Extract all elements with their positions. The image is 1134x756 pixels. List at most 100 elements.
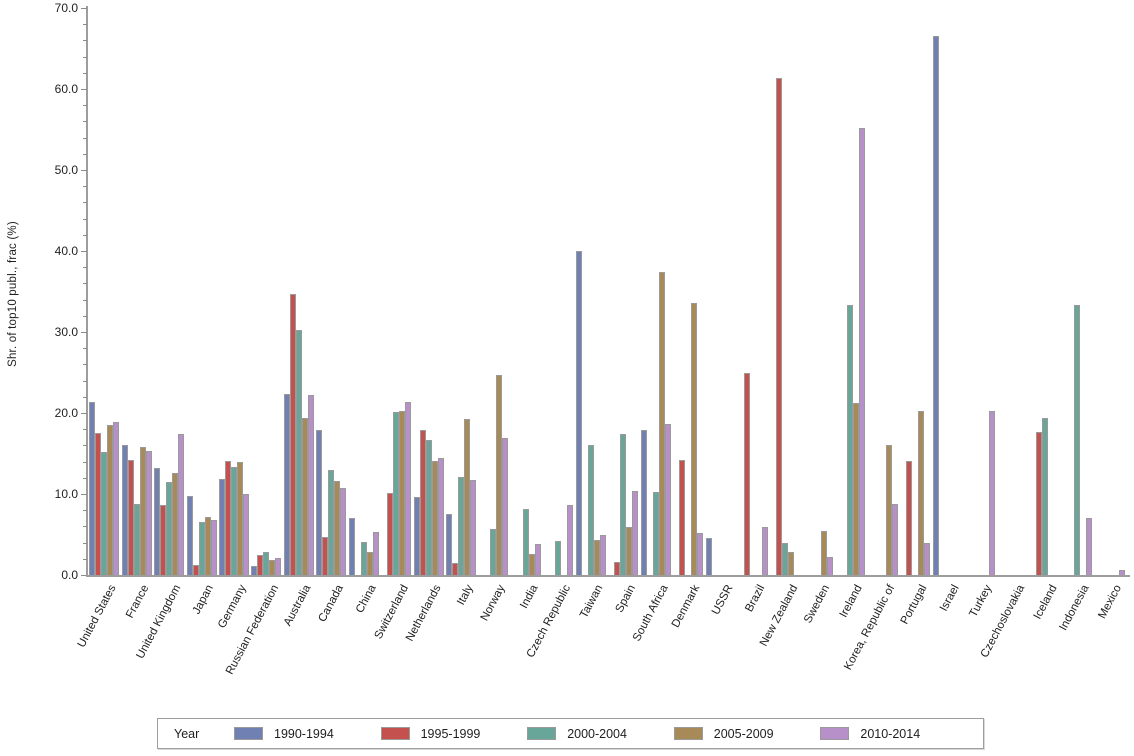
x-tick-label: Norway	[479, 583, 509, 624]
y-minor-tick	[83, 202, 87, 204]
bar-taiwan-1990-1994	[575, 251, 582, 575]
x-tick-label: Switzerland	[372, 583, 411, 642]
x-tick-label: Italy	[455, 583, 476, 608]
x-tick-label: Iceland	[1031, 583, 1060, 622]
x-tick-label: Japan	[190, 583, 217, 617]
legend-entry-2005-2009: 2005-2009	[673, 727, 821, 741]
y-minor-tick	[83, 153, 87, 155]
bar-south-africa-2005-2009	[658, 272, 665, 575]
bar-norway-2000-2004	[490, 528, 497, 575]
bar-australia-1995-1999	[289, 293, 296, 575]
y-major-tick	[81, 8, 87, 9]
y-axis-title: Shr. of top10 publ., frac (%)	[7, 221, 19, 367]
bar-czech-republic-2000-2004	[555, 540, 562, 575]
bar-france-2005-2009	[139, 447, 146, 575]
bar-indonesia-2010-2014	[1086, 518, 1093, 575]
bar-netherlands-1990-1994	[413, 497, 420, 575]
y-major-tick	[81, 332, 87, 333]
bar-netherlands-1995-1999	[419, 430, 426, 575]
y-minor-tick	[83, 429, 87, 431]
x-tick-label: Turkey	[967, 583, 995, 620]
y-minor-tick	[83, 380, 87, 382]
bar-taiwan-2005-2009	[593, 540, 600, 575]
bar-ireland-2005-2009	[853, 403, 860, 575]
y-major-tick	[81, 494, 87, 495]
x-axis-line	[86, 575, 1130, 577]
y-major-tick	[81, 413, 87, 414]
bar-denmark-2005-2009	[691, 302, 698, 575]
bar-indonesia-2000-2004	[1074, 305, 1081, 575]
bar-switzerland-2005-2009	[399, 410, 406, 575]
bar-germany-2000-2004	[230, 467, 237, 575]
bar-new-zealand-1995-1999	[776, 77, 783, 575]
bar-russian-federation-1995-1999	[257, 554, 264, 575]
bar-australia-1990-1994	[283, 393, 290, 575]
bar-spain-2000-2004	[620, 434, 627, 575]
y-minor-tick	[83, 186, 87, 188]
y-minor-tick	[83, 364, 87, 366]
bar-united-states-1995-1999	[95, 433, 102, 575]
bar-italy-1995-1999	[452, 562, 459, 575]
bar-japan-1995-1999	[192, 565, 199, 575]
y-major-tick	[81, 89, 87, 90]
x-tick-label: United States	[75, 583, 119, 650]
legend-swatch-icon	[527, 727, 557, 740]
x-tick-label: Mexico	[1096, 583, 1125, 621]
y-minor-tick	[83, 137, 87, 139]
y-minor-tick	[83, 105, 87, 107]
y-minor-tick	[83, 24, 87, 26]
x-tick-label: USSR	[709, 583, 736, 617]
bar-italy-2010-2014	[470, 480, 477, 575]
x-tick-label: Ireland	[837, 583, 865, 620]
y-tick-label: 60.0	[54, 82, 78, 96]
bar-ussr-1990-1994	[705, 537, 712, 575]
bar-italy-2005-2009	[464, 419, 471, 575]
bar-switzerland-1995-1999	[387, 493, 394, 575]
bar-new-zealand-2005-2009	[788, 552, 795, 575]
legend-swatch-icon	[820, 727, 850, 740]
bar-japan-2010-2014	[210, 519, 217, 575]
legend-label: 2010-2014	[860, 726, 921, 741]
bar-australia-2010-2014	[307, 395, 314, 575]
x-tick-label: Germany	[215, 583, 249, 631]
y-minor-tick	[83, 40, 87, 42]
y-tick-label: 0.0	[61, 568, 78, 582]
bar-japan-2000-2004	[198, 521, 205, 575]
bar-united-kingdom-1990-1994	[154, 468, 161, 575]
legend: Year 1990-1994 1995-1999 2000-2004 2005-200…	[157, 718, 984, 749]
bar-korea-republic-of-2005-2009	[885, 445, 892, 575]
bar-israel-1990-1994	[932, 35, 939, 575]
bar-mexico-2010-2014	[1118, 570, 1125, 575]
legend-label: 1995-1999	[420, 726, 481, 741]
x-tick-label: Netherlands	[403, 583, 444, 644]
legend-entry-2010-2014: 2010-2014	[820, 727, 967, 741]
bar-united-states-2000-2004	[101, 451, 108, 575]
bar-india-2005-2009	[528, 553, 535, 575]
bar-united-states-1990-1994	[89, 401, 96, 575]
y-minor-tick	[83, 348, 87, 350]
x-tick-label: Sweden	[802, 583, 833, 626]
legend-label: 2000-2004	[567, 726, 627, 741]
bar-netherlands-2005-2009	[431, 460, 438, 575]
bar-spain-2010-2014	[632, 490, 639, 575]
legend-title: Year	[174, 726, 200, 741]
y-minor-tick	[83, 526, 87, 528]
x-tick-label: France	[123, 583, 152, 621]
bar-france-1990-1994	[121, 445, 128, 575]
bar-spain-2005-2009	[626, 527, 633, 575]
bar-portugal-1995-1999	[906, 460, 913, 575]
bar-france-2010-2014	[145, 451, 152, 575]
y-minor-tick	[83, 542, 87, 544]
bar-india-2000-2004	[522, 508, 529, 575]
bar-canada-2010-2014	[340, 488, 347, 575]
bar-denmark-2010-2014	[697, 532, 704, 575]
bar-russian-federation-2010-2014	[275, 557, 282, 575]
x-tick-label: China	[353, 583, 379, 616]
x-tick-label: Australia	[281, 583, 314, 629]
bar-italy-1990-1994	[446, 514, 453, 575]
x-tick-label: Denmark	[670, 583, 703, 630]
y-tick-label: 30.0	[54, 325, 78, 339]
legend-entries: 1990-1994 1995-1999 2000-2004 2005-2009 2010…	[234, 727, 967, 741]
x-tick-label: Indonesia	[1057, 583, 1092, 633]
bar-iceland-2000-2004	[1041, 417, 1048, 575]
